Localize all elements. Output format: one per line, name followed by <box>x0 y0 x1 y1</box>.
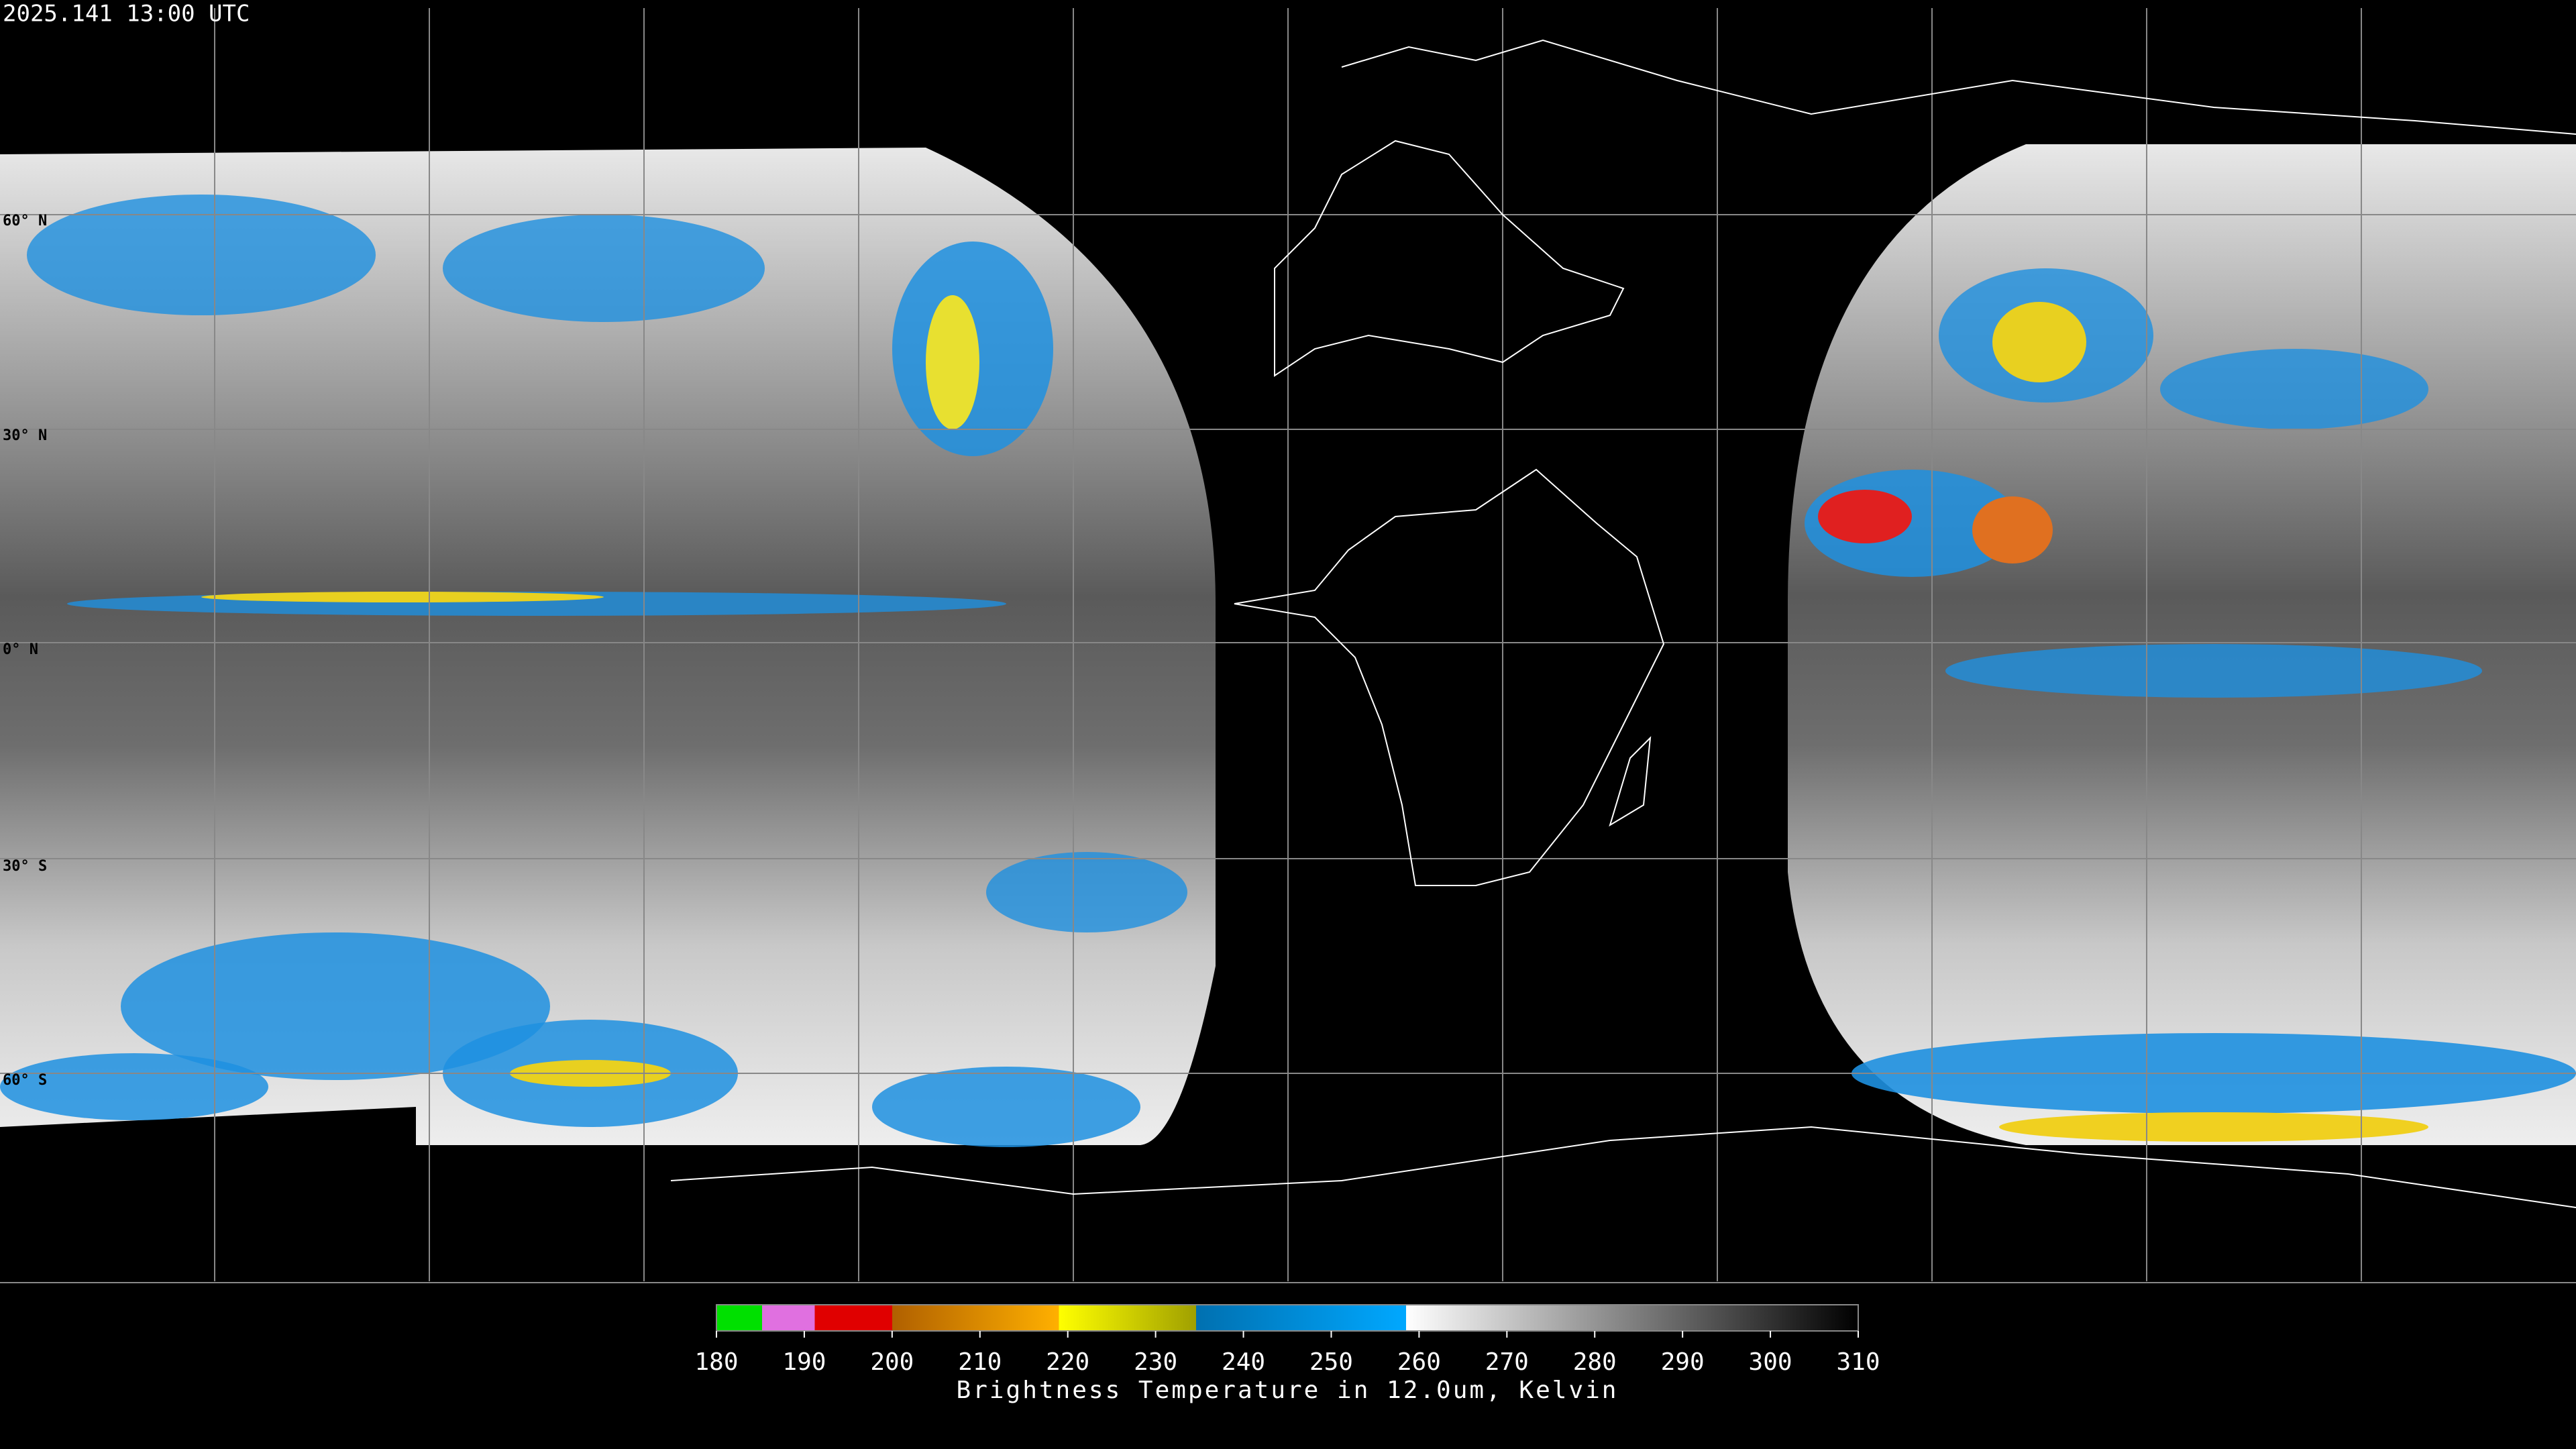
tick-label: 250 <box>1309 1348 1353 1376</box>
tick-label: 200 <box>870 1348 914 1376</box>
tick-label: 260 <box>1397 1348 1441 1376</box>
tick-label: 280 <box>1573 1348 1617 1376</box>
imagery-east <box>1788 144 2576 1145</box>
tick-label: 300 <box>1749 1348 1792 1376</box>
latitude-labels: 60° N 30° N 0° N 30° S 60° S <box>3 213 47 1089</box>
colorbar <box>716 1304 1859 1332</box>
latitude-label: 60° S <box>3 1072 47 1089</box>
tick-label: 230 <box>1134 1348 1177 1376</box>
coastlines <box>670 39 2576 1208</box>
latitude-label: 30° S <box>3 858 47 875</box>
tick-label: 290 <box>1661 1348 1705 1376</box>
latitude-label: 30° N <box>3 427 47 444</box>
colorbar-label: Brightness Temperature in 12.0um, Kelvin <box>957 1377 1619 1404</box>
tick-label: 240 <box>1222 1348 1265 1376</box>
tick-label: 190 <box>782 1348 826 1376</box>
tick-label: 220 <box>1046 1348 1089 1376</box>
colorbar-ticks: 180 190 200 210 220 230 240 250 260 270 280 290 300 3… <box>694 1331 1880 1376</box>
tick-label: 180 <box>694 1348 738 1376</box>
latitude-label: 0° N <box>3 641 38 658</box>
tick-label: 310 <box>1836 1348 1880 1376</box>
timestamp: 2025.141 13:00 UTC <box>3 1 250 28</box>
imagery-west <box>0 148 1216 1147</box>
graticule <box>0 8 2576 1283</box>
tick-label: 210 <box>958 1348 1002 1376</box>
latitude-label: 60° N <box>3 213 47 229</box>
tick-label: 270 <box>1485 1348 1529 1376</box>
